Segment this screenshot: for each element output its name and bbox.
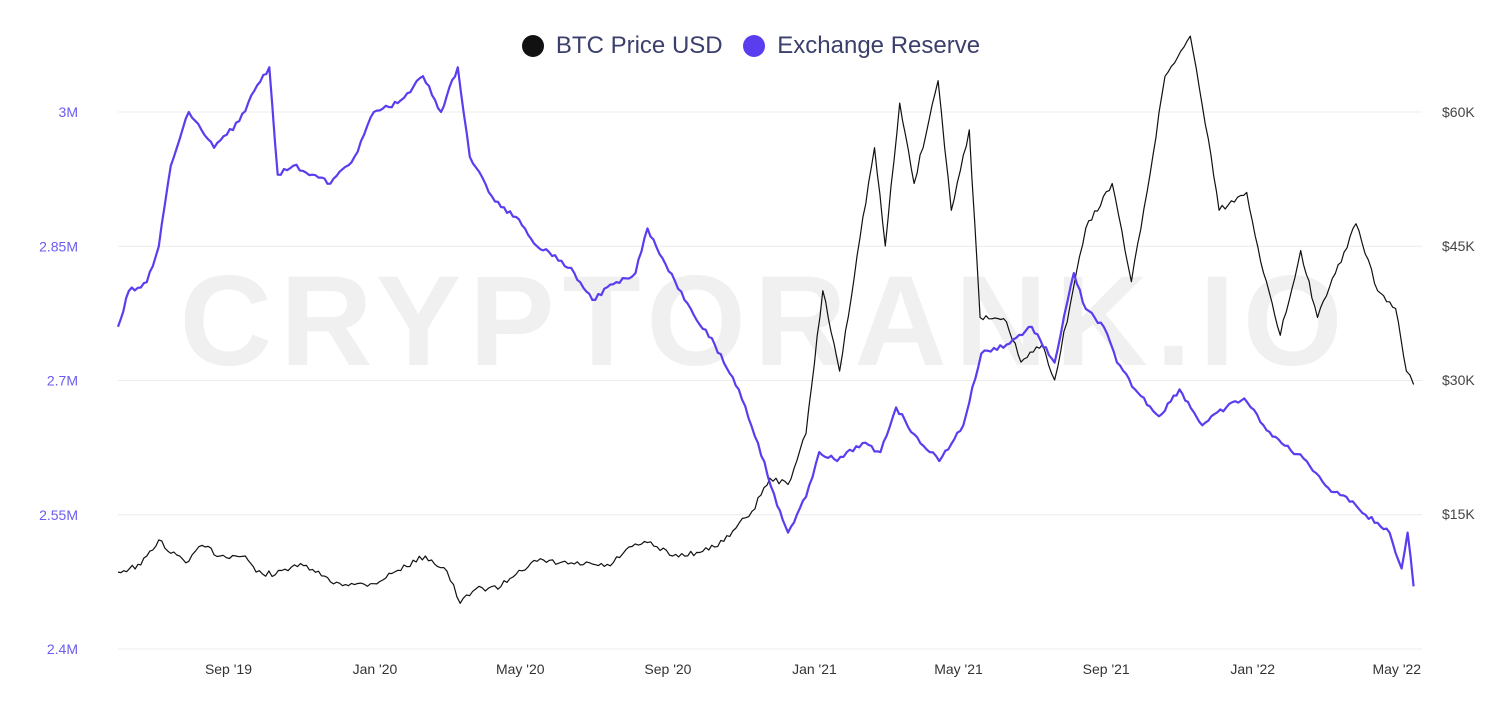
- y-left-tick-label: 2.55M: [39, 507, 78, 523]
- y-right-tick-label: $15K: [1442, 506, 1475, 522]
- watermark-text: CRYPTORANK.IO: [180, 250, 1351, 393]
- x-tick-label: Sep '20: [644, 661, 691, 677]
- x-tick-label: May '22: [1372, 661, 1421, 677]
- legend-dot-exchange-reserve: [743, 35, 766, 57]
- x-tick-label: Jan '22: [1230, 661, 1275, 677]
- y-left-tick-label: 2.7M: [47, 373, 78, 389]
- y-right-tick-label: $60K: [1442, 104, 1475, 120]
- legend-label-btc-price: BTC Price USD: [555, 32, 723, 59]
- legend-item-exchange-reserve[interactable]: Exchange Reserve: [743, 32, 980, 60]
- btc-price-line: [117, 35, 1415, 604]
- y-right-tick-label: $30K: [1442, 372, 1475, 388]
- series-lines: [116, 35, 1415, 604]
- legend-item-btc-price[interactable]: BTC Price USD: [521, 32, 723, 60]
- chart-legend: BTC Price USD Exchange Reserve: [0, 32, 1502, 64]
- x-tick-label: Sep '19: [205, 661, 252, 677]
- x-tick-label: Jan '20: [353, 661, 398, 677]
- grid-lines: [118, 111, 1422, 650]
- y-left-tick-label: 2.85M: [39, 238, 78, 254]
- legend-label-exchange-reserve: Exchange Reserve: [777, 32, 981, 59]
- y-right-tick-label: $45K: [1442, 238, 1475, 254]
- right-y-axis: $60K $45K $30K $15K: [1442, 104, 1475, 522]
- left-y-axis: 3M 2.85M 2.7M 2.55M 2.4M: [39, 104, 78, 657]
- x-tick-label: Sep '21: [1083, 661, 1130, 677]
- y-left-tick-label: 3M: [59, 104, 78, 120]
- y-left-tick-label: 2.4M: [47, 641, 78, 657]
- legend-dot-btc-price: [521, 35, 544, 57]
- x-tick-label: May '20: [496, 661, 545, 677]
- x-axis: Sep '19 Jan '20 May '20 Sep '20 Jan '21 May '…: [205, 661, 1421, 677]
- exchange-reserve-line: [116, 66, 1415, 587]
- x-tick-label: Jan '21: [792, 661, 837, 677]
- x-tick-label: May '21: [934, 661, 983, 677]
